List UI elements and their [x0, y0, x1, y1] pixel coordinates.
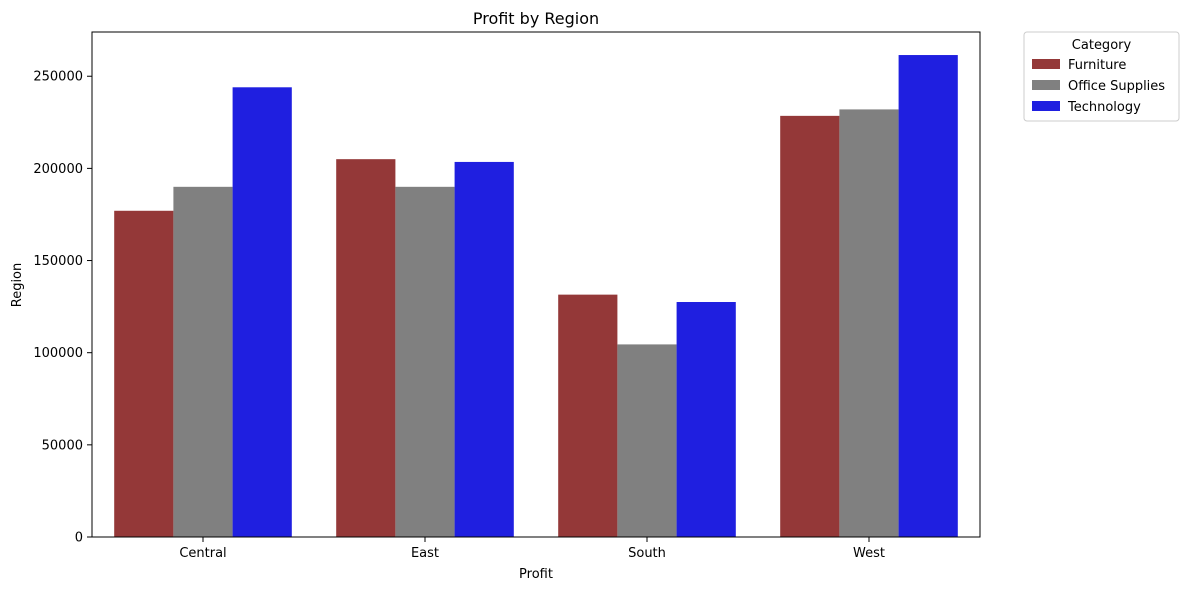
- plot-frame: [91, 31, 981, 538]
- bar-technology-central: [232, 87, 292, 538]
- legend: Category Furniture Office Supplies Technolo…: [1023, 31, 1180, 122]
- x-tick-label: South: [628, 546, 666, 561]
- y-axis-label: Region: [10, 263, 25, 308]
- legend-swatch-technology: [1032, 101, 1060, 111]
- bar-furniture-south: [558, 294, 618, 537]
- bar-office-supplies-west: [839, 109, 899, 538]
- bar-technology-west: [898, 55, 958, 537]
- y-tick-label: 100000: [33, 346, 83, 361]
- y-tick-label: 250000: [33, 70, 83, 85]
- bar-office-supplies-central: [173, 186, 233, 538]
- y-tick-label: 150000: [33, 254, 83, 269]
- legend-swatch-furniture: [1032, 59, 1060, 69]
- bar-furniture-east: [336, 159, 396, 537]
- legend-box: [1023, 31, 1180, 122]
- legend-swatch-office-supplies: [1032, 80, 1060, 90]
- y-tick-label: 200000: [33, 162, 83, 177]
- legend-label-furniture: Furniture: [1068, 58, 1126, 73]
- bar-office-supplies-south: [617, 344, 677, 537]
- legend-label-office-supplies: Office Supplies: [1068, 79, 1165, 94]
- y-tick-label: 0: [75, 531, 83, 546]
- x-tick-label: East: [411, 546, 439, 561]
- x-tick-label: Central: [179, 546, 226, 561]
- bar-office-supplies-east: [395, 186, 455, 538]
- bar-technology-east: [454, 161, 514, 537]
- chart-title: Profit by Region: [473, 9, 599, 28]
- bar-furniture-central: [114, 210, 174, 537]
- bar-technology-south: [676, 302, 736, 537]
- legend-label-technology: Technology: [1067, 100, 1141, 115]
- x-axis-label: Profit: [519, 567, 553, 582]
- x-tick-label: West: [853, 546, 885, 561]
- y-tick-label: 50000: [42, 438, 83, 453]
- legend-title: Category: [1072, 38, 1132, 53]
- plot-area: Central East South West 0 50000 100000 150000 20…: [33, 31, 981, 561]
- bar-furniture-west: [780, 115, 840, 537]
